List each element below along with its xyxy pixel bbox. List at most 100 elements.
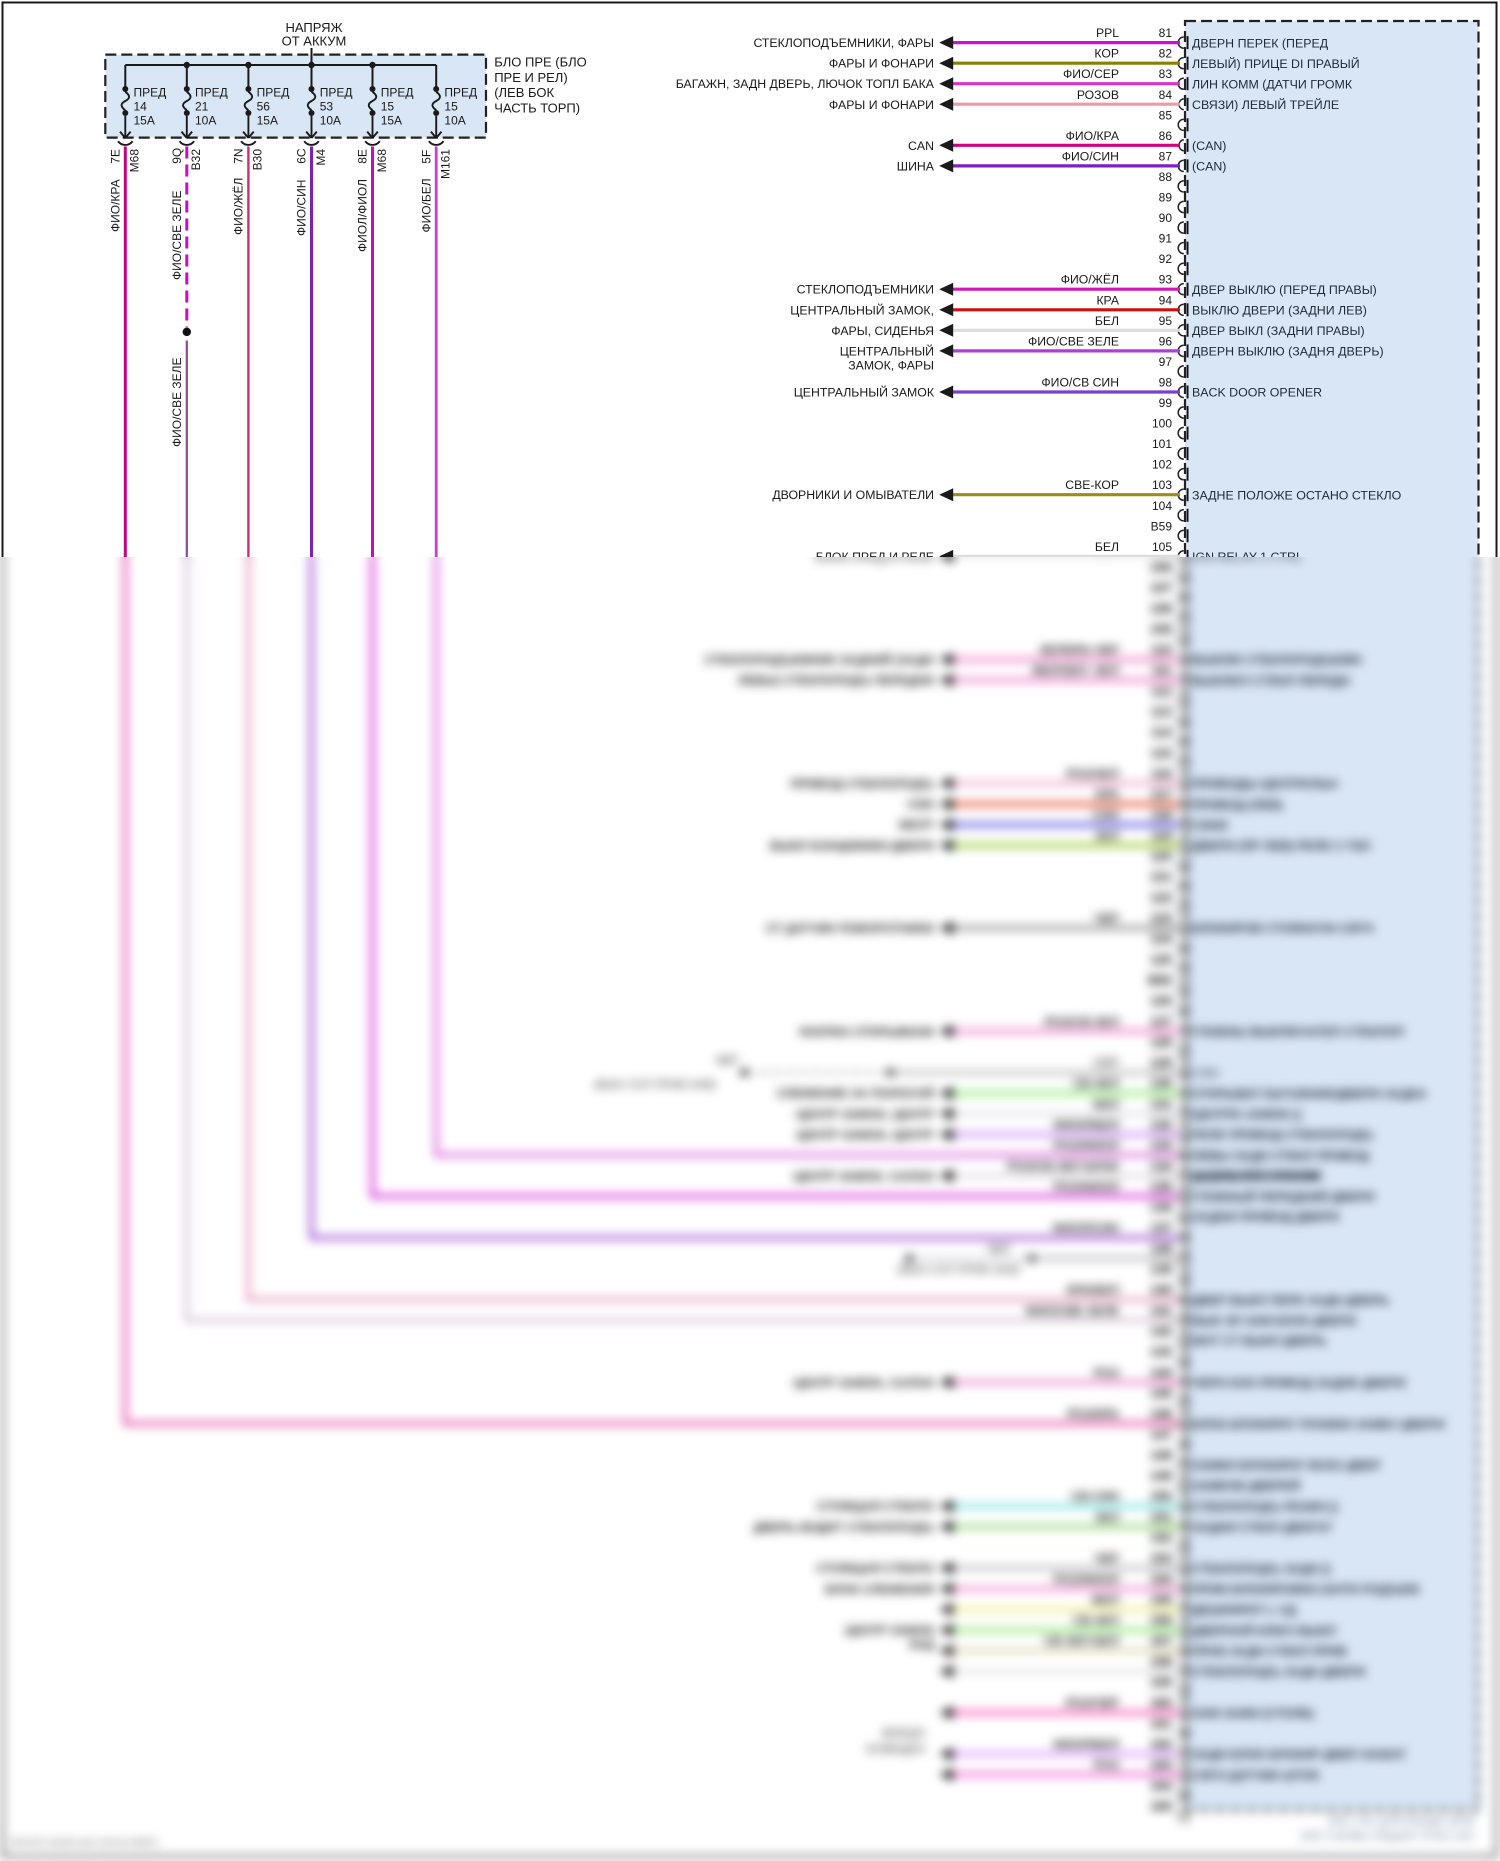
svg-text:88: 88: [1159, 170, 1173, 184]
svg-text:143: 143: [1150, 1344, 1172, 1359]
svg-text:СТЕКЛОПОДЪЕМНИКИ: СТЕКЛОПОДЪЕМНИКИ: [797, 283, 934, 297]
svg-text:ГЛАВНЫЙ ПЕРЕДНИЙ ДВЕРИ: ГЛАВНЫЙ ПЕРЕДНИЙ ДВЕРИ: [1192, 1189, 1375, 1204]
svg-text:ФИО/СВЕ ЗЕЛЕ: ФИО/СВЕ ЗЕЛЕ: [1028, 334, 1119, 348]
svg-text:98: 98: [1159, 376, 1173, 390]
svg-text:ЧЕР: ЧЕР: [1094, 1552, 1119, 1566]
svg-text:141: 141: [1150, 1303, 1172, 1318]
svg-text:ЗЕЛ/КРА-ЧЕР: ЗЕЛ/КРА-ЧЕР: [1039, 643, 1119, 657]
svg-text:109: 109: [1150, 621, 1172, 636]
svg-text:117: 117: [1151, 787, 1172, 802]
svg-text:ЦЕНТРАЛЬНЫЙ ЗАМОК,: ЦЕНТРАЛЬНЫЙ ЗАМОК,: [790, 302, 934, 317]
svg-text:83: 83: [1159, 67, 1173, 81]
svg-text:ЦЕНТР ЗАМОК: ЦЕНТР ЗАМОК: [845, 1624, 935, 1638]
svg-text:ЧЕР: ЧЕР: [1094, 912, 1119, 926]
svg-text:РОЗ/СВ-ЗЕЛ: РОЗ/СВ-ЗЕЛ: [1045, 1015, 1119, 1029]
svg-text:СВЕ-КОР: СВЕ-КОР: [1065, 478, 1119, 492]
svg-text:ФИОЛ/ФИОЛ: ФИОЛ/ФИОЛ: [356, 179, 370, 252]
svg-text:89: 89: [1159, 191, 1173, 205]
svg-text:5F: 5F: [419, 150, 433, 164]
svg-text:M4: M4: [314, 149, 328, 166]
svg-text:10А: 10А: [444, 113, 465, 127]
svg-text:110: 110: [1151, 642, 1172, 657]
svg-text:МОТ СТ ВЫКЛ ДВЕРЬ: МОТ СТ ВЫКЛ ДВЕРЬ: [1192, 1334, 1327, 1348]
svg-text:ФАРЫ И ФОНАРИ: ФАРЫ И ФОНАРИ: [829, 57, 934, 71]
svg-text:103: 103: [1152, 478, 1172, 492]
svg-text:КРА: КРА: [1096, 788, 1119, 802]
svg-text:СТ ДАТЧИК ПОВОРОТНИКИ: СТ ДАТЧИК ПОВОРОТНИКИ: [766, 922, 934, 936]
svg-text:СВ-СИН: СВ-СИН: [1071, 1490, 1119, 1504]
svg-text:ПРИВОД СТЕКЛОПОДЪ: ПРИВОД СТЕКЛОПОДЪ: [790, 777, 934, 791]
svg-text:149: 149: [1150, 1468, 1172, 1483]
svg-text:ЗАДНЕ ПОЛОЖЕ ОСТАНО СТЕКЛО: ЗАДНЕ ПОЛОЖЕ ОСТАНО СТЕКЛО: [1192, 488, 1402, 502]
svg-text:146: 146: [1150, 1406, 1172, 1421]
svg-text:РОЗОВ: РОЗОВ: [1077, 88, 1119, 102]
svg-text:БЕЛ: БЕЛ: [1095, 314, 1119, 328]
svg-text:ЛЕВЫ ЗАДН СТЕКЛ ПРИВОД: ЛЕВЫ ЗАДН СТЕКЛ ПРИВОД: [1192, 1149, 1369, 1163]
svg-text:КНОПКА ОТКРЫВАНИ: КНОПКА ОТКРЫВАНИ: [800, 1025, 934, 1039]
svg-text:155: 155: [1150, 1592, 1172, 1607]
svg-text:ЦЕНТР ЗАМОК, ЦЕНТР: ЦЕНТР ЗАМОК, ЦЕНТР: [796, 1107, 934, 1121]
svg-text:116: 116: [1151, 766, 1172, 781]
svg-text:ДВОРНИКИ И ОМЫВАТЕЛИ: ДВОРНИКИ И ОМЫВАТЕЛИ: [772, 488, 934, 502]
svg-text:6C: 6C: [295, 148, 309, 164]
svg-text:ФИО/ЖЁЛ: ФИО/ЖЁЛ: [1061, 273, 1119, 287]
svg-text:ДВЕР ВЫКЛ ПЕРЕ ЗАДН ДВЕРЬ: ДВЕР ВЫКЛ ПЕРЕ ЗАДН ДВЕРЬ: [1192, 1293, 1389, 1307]
svg-text:135: 135: [1150, 1179, 1172, 1194]
svg-text:15: 15: [381, 99, 395, 113]
svg-text:147: 147: [1150, 1427, 1172, 1442]
svg-text:BACK DOOR OPENER: BACK DOOR OPENER: [1192, 386, 1322, 400]
svg-text:ФИО/СВ СИН: ФИО/СВ СИН: [1041, 376, 1119, 390]
svg-text:РОЗ/ФИОЛ: РОЗ/ФИОЛ: [1054, 1180, 1119, 1194]
svg-text:10А: 10А: [195, 113, 216, 127]
svg-text:120: 120: [1150, 849, 1172, 864]
svg-text:87: 87: [1159, 149, 1173, 163]
svg-text:ЭЛЕ СХЕ ДЛЯ МАЗДА МПВ: ЭЛЕ СХЕ ДЛЯ МАЗДА МПВ: [1326, 1816, 1474, 1828]
svg-text:ЧАСТЬ ТОРП): ЧАСТЬ ТОРП): [494, 101, 580, 116]
svg-text:СТЕКЛОПОДЪЕМНИК ЗАДНИЙ (ЗАДН: СТЕКЛОПОДЪЕМНИК ЗАДНИЙ (ЗАДН: [705, 652, 934, 667]
svg-text:ЗАМ ЗАЖИ (СТОЛБ): ЗАМ ЗАЖИ (СТОЛБ): [1192, 1706, 1314, 1720]
svg-text:ШИНА: ШИНА: [897, 159, 935, 173]
svg-text:15А: 15А: [381, 113, 402, 127]
svg-text:ПРЕД: ПРЕД: [257, 86, 290, 100]
svg-text:РОЗ/ФИОЛ: РОЗ/ФИОЛ: [1054, 1139, 1119, 1153]
svg-text:ДВЕР ВЫКЛ (ЗАДНИ ПРАВЫ): ДВЕР ВЫКЛ (ЗАДНИ ПРАВЫ): [1192, 324, 1365, 338]
svg-text:СИНИ: СИНИ: [1192, 819, 1228, 833]
svg-text:93: 93: [1159, 273, 1173, 287]
svg-text:БАГАЖН, ЗАДН ДВЕРЬ, ЛЮЧОК ТОПЛ: БАГАЖН, ЗАДН ДВЕРЬ, ЛЮЧОК ТОПЛ БАКА: [676, 77, 935, 91]
svg-text:7N: 7N: [232, 148, 246, 163]
svg-text:122: 122: [1150, 890, 1172, 905]
svg-text:M161: M161: [439, 149, 453, 179]
svg-text:ЖЕЛ: ЖЕЛ: [1090, 1593, 1119, 1607]
svg-text:(ЛЕВ БОК: (ЛЕВ БОК: [494, 85, 554, 100]
svg-text:M68: M68: [128, 149, 142, 173]
svg-text:96: 96: [1159, 334, 1173, 348]
svg-text:БЛОК БЛОКИРАТ ПЛАВКИ ЗАМКУ ДВЕ: БЛОК БЛОКИРАТ ПЛАВКИ ЗАМКУ ДВЕРИ: [1192, 1417, 1445, 1431]
svg-text:82: 82: [1159, 47, 1173, 61]
svg-text:КОР: КОР: [1094, 47, 1119, 61]
svg-text:ДВЕРН ВЫКЛЮ (ЗАДНЯ ДВЕРЬ): ДВЕРН ВЫКЛЮ (ЗАДНЯ ДВЕРЬ): [1192, 345, 1384, 359]
svg-text:ФАРЫ, СИДЕНЬЯ: ФАРЫ, СИДЕНЬЯ: [831, 324, 934, 338]
svg-text:108: 108: [1150, 601, 1172, 616]
svg-text:ФИО/БЕЛ: ФИО/БЕЛ: [419, 178, 433, 232]
svg-text:156: 156: [1150, 1613, 1172, 1628]
svg-text:ФИО/СВЕ ЗЕЛЕ: ФИО/СВЕ ЗЕЛЕ: [170, 357, 184, 447]
svg-text:ЗАМКИ БЛОКИРАТ ВСЕХ ДВЕР: ЗАМКИ БЛОКИРАТ ВСЕХ ДВЕР: [1192, 1459, 1381, 1473]
svg-text:15А: 15А: [134, 113, 155, 127]
svg-text:ОТ АККУМ: ОТ АККУМ: [282, 34, 347, 49]
svg-text:129: 129: [1150, 1055, 1172, 1070]
svg-text:ЦЕНТРАЛЬНЫЙ: ЦЕНТРАЛЬНЫЙ: [840, 343, 934, 358]
svg-text:8E: 8E: [356, 149, 370, 164]
svg-text:РОЗ/ЗЕЛ: РОЗ/ЗЕЛ: [1066, 767, 1119, 781]
svg-text:ДВЕРИ (ПР ЛЕВ) РЕЛЕ С ГЕН: ДВЕРИ (ПР ЛЕВ) РЕЛЕ С ГЕН: [1192, 839, 1370, 853]
svg-text:ДВЕРН ПЕРЕК (ПЕРЕД: ДВЕРН ПЕРЕК (ПЕРЕД: [1192, 36, 1329, 50]
svg-text:144: 144: [1150, 1365, 1172, 1380]
svg-text:15А: 15А: [257, 113, 278, 127]
svg-text:154: 154: [1150, 1571, 1172, 1586]
svg-text:РЕЛЕ ПРИВОД СТЕКЛОПОДЪ: РЕЛЕ ПРИВОД СТЕКЛОПОДЪ: [1192, 1128, 1374, 1142]
svg-text:СВЯЗИ) ЛЕВЫЙ ТРЕЙЛЕ: СВЯЗИ) ЛЕВЫЙ ТРЕЙЛЕ: [1192, 97, 1339, 112]
svg-text:ВЫКЛ КОНЦЕВИКИ ДВЕРИ: ВЫКЛ КОНЦЕВИКИ ДВЕРИ: [770, 839, 934, 853]
svg-text:151: 151: [1150, 1509, 1172, 1524]
svg-text:ЗЕЛ: ЗЕЛ: [1095, 829, 1119, 843]
svg-text:ЦЕНТР ЗАМОК, САЛОН: ЦЕНТР ЗАМОК, САЛОН: [793, 1376, 934, 1390]
svg-text:56: 56: [257, 99, 271, 113]
